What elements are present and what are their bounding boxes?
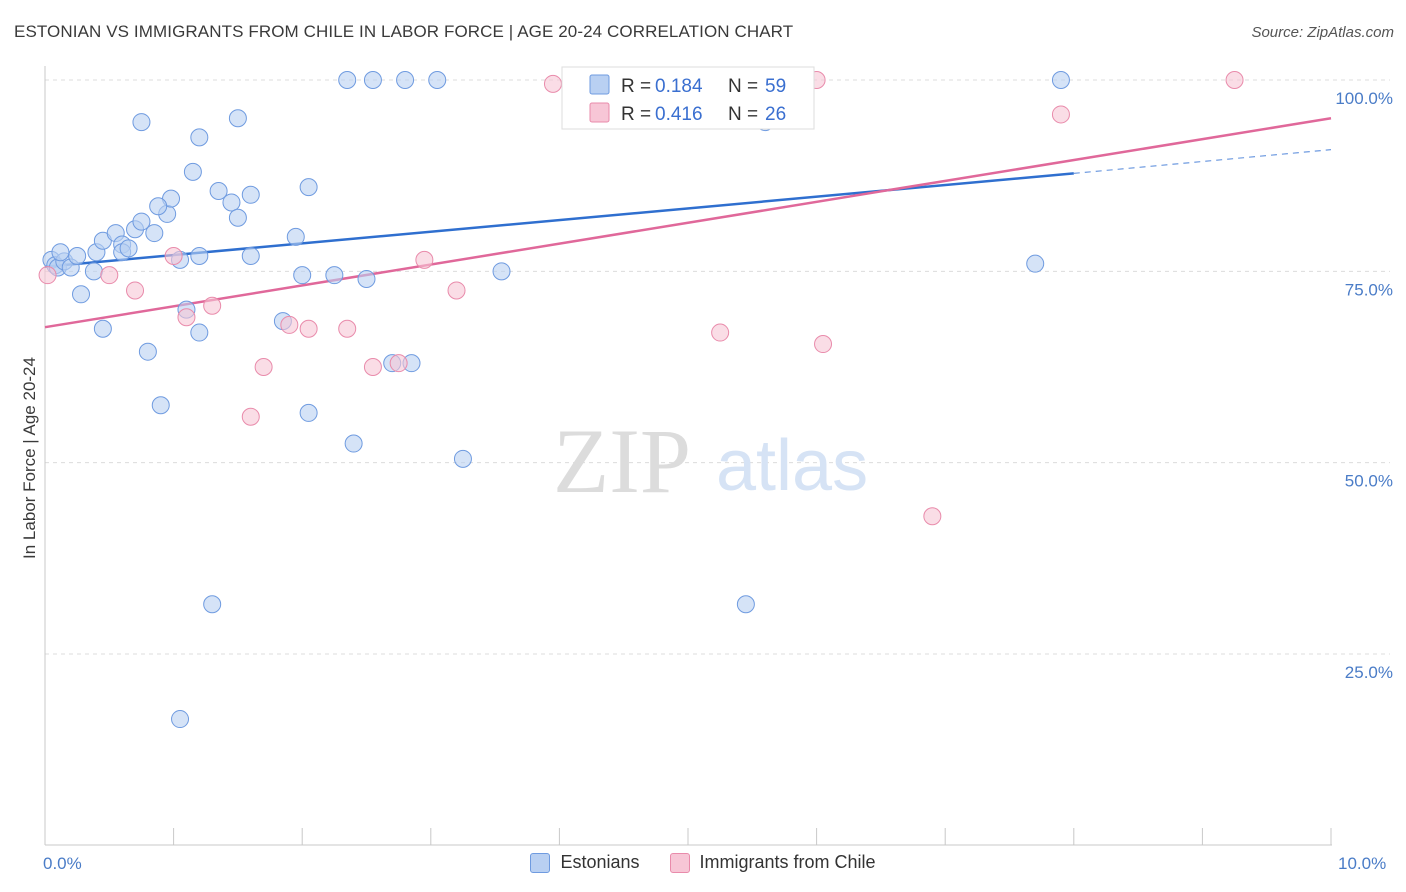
point-estonians (190, 247, 209, 266)
point-estonians (228, 109, 247, 128)
x-tick-label: 10.0% (1338, 854, 1386, 873)
point-estonians (228, 208, 247, 227)
point-estonians (1051, 71, 1070, 89)
point-chile (711, 323, 730, 342)
point-chile (543, 74, 562, 93)
point-estonians (338, 71, 357, 89)
point-chile (299, 319, 318, 338)
point-estonians (190, 128, 209, 147)
y-tick-label: 75.0% (1345, 280, 1393, 299)
point-estonians (736, 595, 755, 614)
legend-item-estonians[interactable]: Estonians (530, 852, 640, 873)
legend-item-chile[interactable]: Immigrants from Chile (669, 852, 876, 873)
point-chile (241, 407, 260, 426)
point-estonians (93, 319, 112, 338)
stats-legend: R = 0.184 N = 59 R = 0.416 N = 26 (561, 66, 815, 130)
point-estonians (222, 193, 241, 212)
point-chile (38, 266, 57, 285)
point-chile (100, 266, 119, 285)
point-estonians (286, 227, 305, 246)
point-chile (923, 507, 942, 526)
point-chile (126, 281, 145, 300)
point-chile (389, 354, 408, 373)
legend-label-estonians: Estonians (560, 852, 640, 872)
point-chile (164, 247, 183, 266)
point-estonians (299, 178, 318, 197)
point-estonians (325, 266, 344, 285)
point-estonians (72, 285, 91, 304)
point-estonians (145, 224, 164, 243)
trend-line-1 (44, 117, 1332, 329)
point-estonians (190, 323, 209, 342)
point-estonians (203, 595, 222, 614)
stats-r-label: R = (621, 76, 651, 97)
point-chile (415, 250, 434, 269)
trend-lines (44, 117, 1332, 329)
stats-swatch-1 (589, 102, 610, 123)
point-chile (177, 308, 196, 327)
point-estonians (396, 71, 415, 89)
point-chile (363, 358, 382, 376)
point-chile (338, 319, 357, 338)
y-tick-label: 100.0% (1335, 89, 1393, 108)
point-estonians (68, 247, 87, 266)
point-estonians (151, 396, 170, 415)
stats-n-value: 59 (765, 76, 786, 97)
stats-r-label: R = (621, 104, 651, 125)
legend-swatch-estonians (530, 852, 551, 873)
point-estonians (241, 247, 260, 266)
point-chile (1051, 105, 1070, 124)
point-estonians (428, 71, 447, 89)
point-chile (203, 296, 222, 315)
stats-n-value: 26 (765, 104, 786, 125)
point-chile (447, 281, 466, 300)
point-estonians (138, 342, 157, 361)
point-estonians (344, 434, 363, 453)
watermark-zip: ZIP (553, 410, 691, 512)
legend-swatch-chile (669, 852, 690, 873)
watermark: ZIP atlas (553, 410, 868, 512)
point-estonians (357, 269, 376, 288)
stats-n-label: N = (728, 76, 758, 97)
gridlines (45, 79, 1390, 655)
stats-n-label: N = (728, 104, 758, 125)
point-estonians (209, 181, 228, 200)
point-chile (814, 335, 833, 354)
point-estonians (1026, 254, 1045, 273)
point-estonians (51, 243, 70, 262)
stats-swatch-0 (589, 74, 610, 95)
legend-label-chile: Immigrants from Chile (699, 852, 876, 872)
point-estonians (299, 403, 318, 422)
point-estonians (183, 162, 202, 181)
point-estonians (171, 710, 190, 729)
data-points (38, 71, 1244, 729)
tick-labels: 25.0% 50.0% 75.0% 100.0% 0.0% 10.0% (43, 89, 1393, 873)
point-estonians (132, 113, 151, 132)
point-estonians (132, 212, 151, 231)
y-tick-label: 50.0% (1345, 472, 1393, 491)
chart-title: ESTONIAN VS IMMIGRANTS FROM CHILE IN LAB… (14, 22, 794, 41)
source-label: Source: ZipAtlas.com (1251, 24, 1394, 41)
stats-r-value: 0.416 (655, 104, 703, 125)
point-chile (1225, 71, 1244, 89)
point-estonians (363, 71, 382, 89)
y-tick-label: 25.0% (1345, 663, 1393, 682)
point-estonians (241, 185, 260, 204)
x-tick-label: 0.0% (43, 854, 82, 873)
axes (44, 66, 1332, 846)
point-estonians (149, 197, 168, 216)
point-estonians (492, 262, 511, 281)
stats-r-value: 0.184 (655, 76, 703, 97)
point-estonians (84, 262, 103, 281)
point-chile (280, 315, 299, 334)
watermark-atlas: atlas (716, 426, 868, 506)
point-estonians (453, 449, 472, 468)
point-estonians (293, 266, 312, 285)
point-estonians (119, 239, 138, 258)
bottom-legend: Estonians Immigrants from Chile (0, 852, 1406, 873)
point-chile (254, 358, 273, 376)
